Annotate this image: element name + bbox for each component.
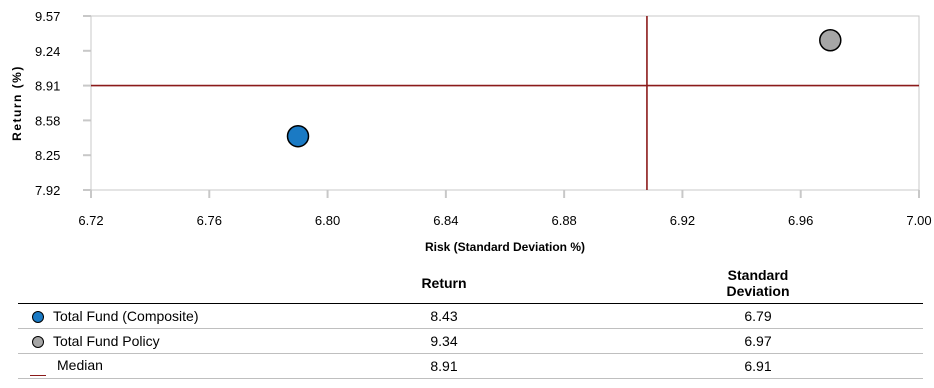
row-return-value: 8.91 bbox=[295, 353, 593, 379]
table-row: Total Fund Policy 9.34 6.97 bbox=[18, 328, 923, 354]
y-tick-label: 9.57 bbox=[35, 9, 60, 24]
y-tick-label: 7.92 bbox=[35, 183, 60, 198]
header-return: Return bbox=[295, 263, 593, 304]
table-row: Median 8.91 6.91 bbox=[18, 353, 923, 379]
blue-circle-icon bbox=[32, 311, 44, 323]
point-total-fund-policy bbox=[819, 29, 842, 52]
header-std-dev: Standard Deviation bbox=[593, 263, 923, 304]
summary-table: Return Standard Deviation Total Fund (Co… bbox=[18, 263, 923, 379]
gray-circle-icon bbox=[32, 336, 44, 348]
point-total-fund-composite bbox=[286, 124, 310, 148]
x-axis-title: Risk (Standard Deviation %) bbox=[425, 240, 585, 254]
x-axis: 6.72 6.76 6.80 6.84 6.88 6.92 6.96 7.00 bbox=[78, 190, 932, 228]
row-return-value: 9.34 bbox=[295, 328, 593, 354]
row-label-median: Median bbox=[18, 353, 295, 379]
summary-table-header: Return Standard Deviation bbox=[18, 263, 923, 304]
x-tick-label: 6.96 bbox=[788, 213, 813, 228]
row-label-text: Total Fund (Composite) bbox=[53, 308, 199, 324]
row-label-policy: Total Fund Policy bbox=[18, 328, 295, 354]
plot-area-frame bbox=[90, 15, 920, 191]
table-row: Total Fund (Composite) 8.43 6.79 bbox=[18, 303, 923, 329]
y-tick-label: 9.24 bbox=[35, 44, 60, 59]
row-label-text: Total Fund Policy bbox=[53, 333, 160, 349]
x-tick-label: 7.00 bbox=[906, 213, 931, 228]
row-std-value: 6.91 bbox=[593, 353, 923, 379]
y-tick-label: 8.58 bbox=[35, 113, 60, 128]
y-axis-title: Return (%) bbox=[10, 65, 24, 141]
x-tick-label: 6.88 bbox=[551, 213, 576, 228]
scatter-chart: 6.72 6.76 6.80 6.84 6.88 6.92 6.96 7.00 7.92 8.2… bbox=[10, 9, 932, 254]
y-tick-label: 8.91 bbox=[35, 79, 60, 94]
x-tick-label: 6.76 bbox=[197, 213, 222, 228]
header-empty bbox=[18, 263, 295, 304]
median-lines bbox=[91, 16, 919, 190]
row-std-value: 6.79 bbox=[593, 303, 923, 329]
data-points bbox=[286, 29, 842, 148]
row-std-value: 6.97 bbox=[593, 328, 923, 354]
y-axis: 7.92 8.25 8.58 8.91 9.24 9.57 bbox=[35, 9, 91, 198]
y-tick-label: 8.25 bbox=[35, 148, 60, 163]
row-label-composite: Total Fund (Composite) bbox=[18, 303, 295, 329]
row-return-value: 8.43 bbox=[295, 303, 593, 329]
row-label-text: Median bbox=[57, 356, 103, 373]
median-line-icon bbox=[30, 374, 46, 376]
x-tick-label: 6.80 bbox=[315, 213, 340, 228]
x-tick-label: 6.72 bbox=[78, 213, 103, 228]
x-tick-label: 6.84 bbox=[433, 213, 458, 228]
x-tick-label: 6.92 bbox=[670, 213, 695, 228]
